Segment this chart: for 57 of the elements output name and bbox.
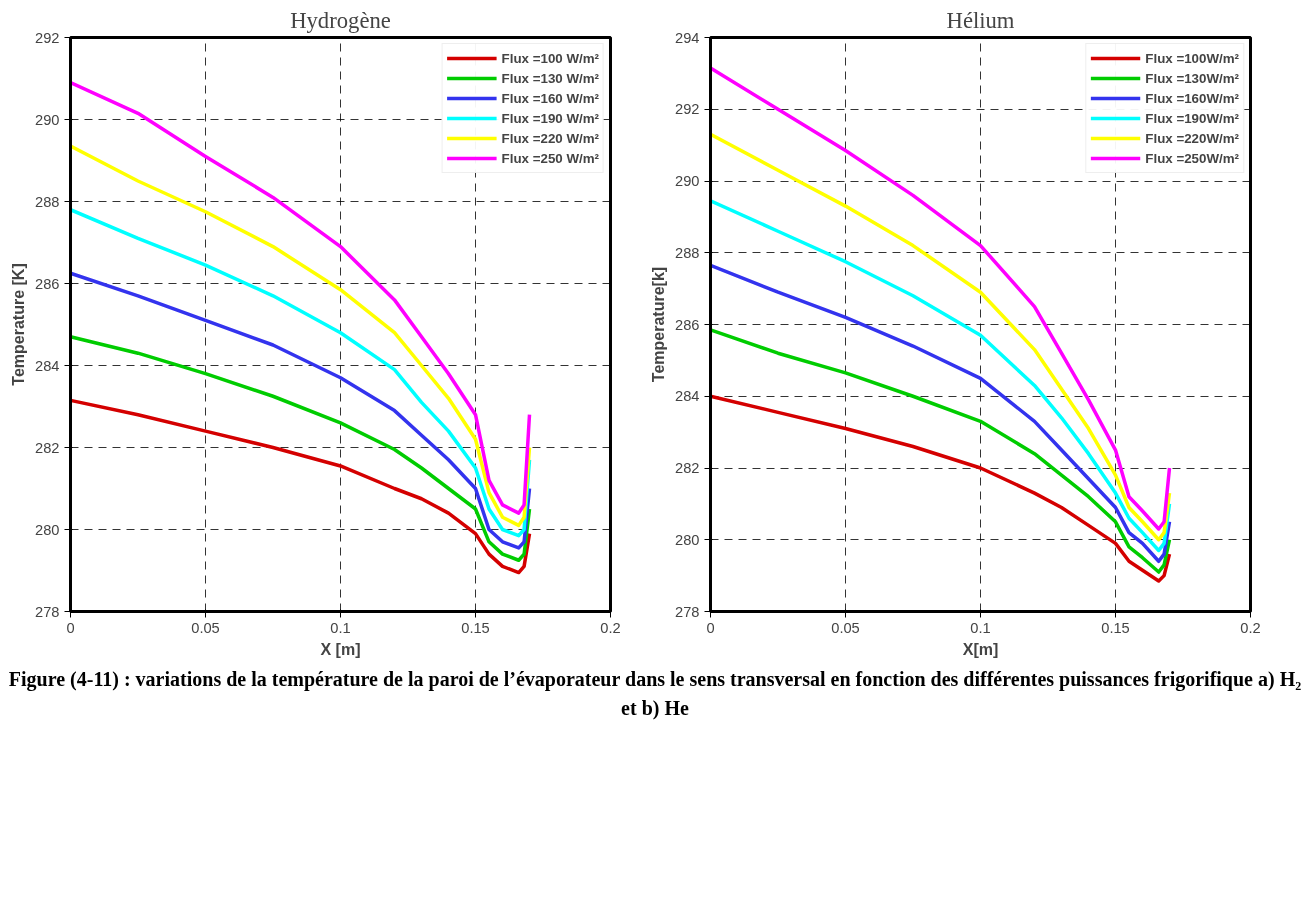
legend-label: Flux =160 W/m²: [501, 90, 599, 106]
line-series: [70, 335, 532, 562]
chart-title: Hélium: [946, 7, 1015, 33]
chart-title: Hydrogène: [290, 7, 391, 33]
legend-label: Flux =250 W/m²: [501, 150, 599, 166]
legend-label: Flux =220W/m²: [1145, 130, 1239, 146]
x-tick-label: 0.2: [600, 619, 621, 636]
x-tick-label: 0.05: [191, 619, 220, 636]
y-tick-label: 280: [675, 531, 700, 548]
line-series: [70, 398, 532, 575]
y-axis-title: Temperature [K]: [10, 263, 28, 386]
legend-label: Flux =190 W/m²: [501, 110, 599, 126]
x-tick-label: 0.1: [970, 619, 991, 636]
x-tick-label: 0: [66, 619, 75, 636]
line-series: [710, 132, 1172, 542]
line-series: [710, 66, 1172, 531]
line-series: [710, 328, 1172, 574]
y-tick-label: 282: [35, 439, 60, 456]
x-axis-title: X[m]: [962, 640, 999, 658]
y-tick-label: 288: [35, 193, 60, 210]
x-tick-label: 0.2: [1240, 619, 1261, 636]
y-axis-title: Temperature[k]: [650, 266, 668, 383]
line-series: [710, 394, 1172, 583]
y-tick-label: 278: [35, 603, 60, 620]
y-tick-label: 294: [675, 29, 700, 46]
line-series: [710, 263, 1172, 564]
x-tick-label: 0.1: [330, 619, 351, 636]
legend-label: Flux =220 W/m²: [501, 130, 599, 146]
legend-label: Flux =100 W/m²: [501, 50, 599, 66]
y-tick-label: 286: [35, 275, 60, 292]
y-tick-label: 286: [675, 316, 700, 333]
y-tick-label: 282: [675, 460, 700, 476]
y-tick-label: 284: [675, 388, 700, 405]
y-tick-label: 292: [35, 29, 60, 46]
text: Figure (4-11) : variations de la température de la paroi de l’évaporateur dans le sens transversal en fonction des différentes puissances frigorifique a) H₂ et b) He: [7, 667, 1303, 722]
x-axis-title: X [m]: [320, 640, 361, 658]
line-series: [70, 271, 532, 550]
y-tick-label: 290: [675, 173, 700, 189]
x-tick-label: 0.15: [1101, 619, 1130, 636]
line-series: [70, 207, 532, 538]
legend-label: Flux =130W/m²: [1145, 70, 1239, 86]
legend-label: Flux =130 W/m²: [501, 70, 599, 86]
legend-label: Flux =100W/m²: [1145, 50, 1239, 66]
x-tick-label: 0.15: [461, 619, 490, 636]
line-series: [70, 144, 532, 528]
legend-label: Flux =250W/m²: [1145, 150, 1239, 166]
y-tick-label: 284: [35, 357, 60, 374]
x-tick-label: 0.05: [831, 619, 860, 636]
legend-label: Flux =190W/m²: [1145, 110, 1239, 126]
y-tick-label: 280: [35, 521, 60, 538]
y-tick-label: 292: [675, 101, 700, 118]
y-tick-label: 290: [35, 111, 60, 128]
y-tick-label: 288: [675, 244, 700, 261]
x-tick-label: 0: [706, 619, 715, 636]
y-tick-label: 278: [675, 603, 700, 620]
line-series: [710, 198, 1172, 553]
legend-label: Flux =160W/m²: [1145, 90, 1239, 106]
